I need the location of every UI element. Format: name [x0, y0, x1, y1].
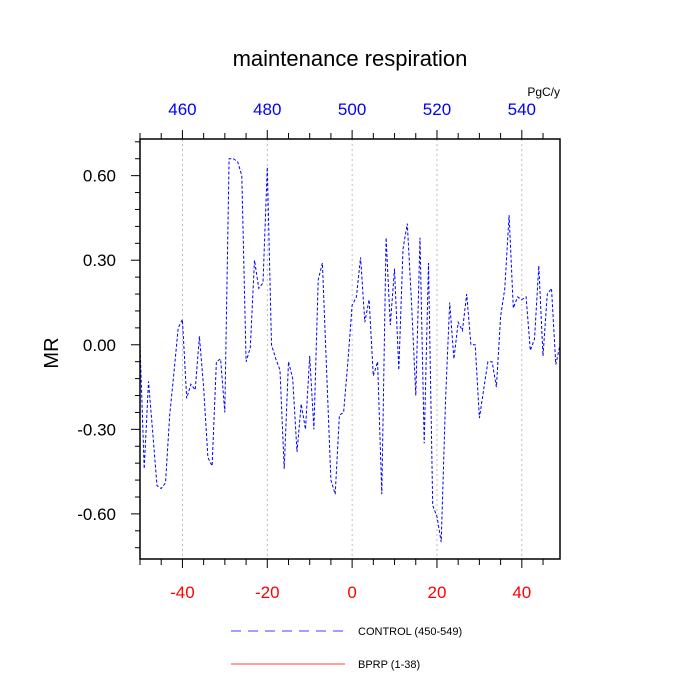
x-tick-label: 20	[428, 583, 447, 602]
x-tick-label: 0	[347, 583, 356, 602]
top-tick-label: 480	[253, 100, 281, 119]
x-tick-label: -40	[170, 583, 195, 602]
y-tick-label: 0.60	[83, 167, 116, 186]
grid-lines	[182, 139, 523, 559]
axes: -40 -20 0 20 40 460 480 500 520 540 0.60 0.30 0.00 -0…	[77, 100, 544, 602]
series-layer	[139, 158, 561, 543]
legend-label: CONTROL (450-549)	[358, 626, 462, 638]
top-axis-units-label: PgC/y	[527, 85, 560, 99]
top-tick-label: 500	[338, 100, 366, 119]
top-tick-label: 520	[423, 100, 451, 119]
x-tick-label: -20	[255, 583, 280, 602]
y-tick-label: -0.30	[77, 420, 116, 439]
top-tick-label: 540	[508, 100, 536, 119]
chart-title: maintenance respiration	[233, 46, 468, 71]
x-tick-label: 40	[512, 583, 531, 602]
y-axis-label: MR	[41, 337, 63, 368]
y-tick-label: -0.60	[77, 505, 116, 524]
y-tick-label: 0.30	[83, 251, 116, 270]
legend-label: BPRP (1-38)	[358, 659, 420, 671]
top-tick-label: 460	[168, 100, 196, 119]
plot-frame	[139, 138, 561, 560]
y-tick-label: 0.00	[83, 336, 116, 355]
series-line	[139, 158, 561, 543]
legend: CONTROL (450-549) BPRP (1-38)	[231, 626, 462, 671]
